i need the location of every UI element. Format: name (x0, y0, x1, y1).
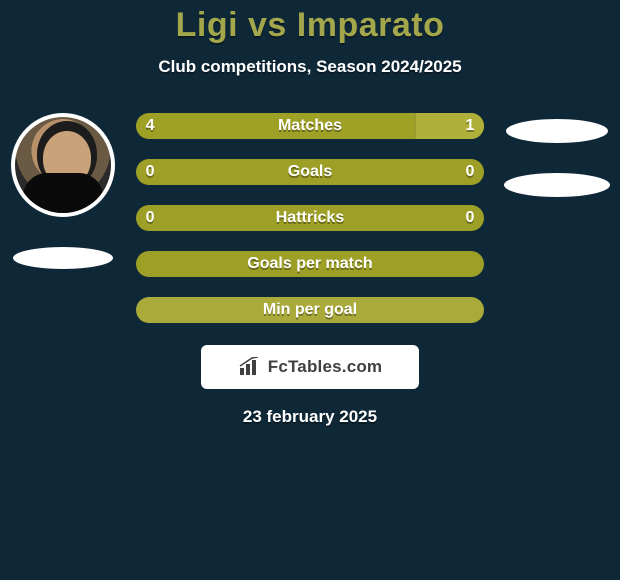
bar-min-per-goal: Min per goal (136, 297, 485, 323)
date-text: 23 february 2025 (0, 407, 620, 427)
player-left-logo-ellipse (13, 247, 113, 269)
bar-matches-right-val: 1 (455, 113, 484, 139)
stat-bars: 4 Matches 1 0 Goals 0 0 Hattricks 0 Goal… (136, 113, 485, 323)
bar-min-per-goal-label: Min per goal (263, 301, 357, 319)
bar-goals-right-val: 0 (455, 159, 484, 185)
player-right-logo-ellipse (504, 173, 610, 197)
bar-matches: 4 Matches 1 (136, 113, 485, 139)
player-left-avatar (11, 113, 115, 217)
bar-hattricks-right-val: 0 (455, 205, 484, 231)
bar-hattricks-label: Hattricks (276, 209, 344, 227)
comparison-card: Ligi vs Imparato Club competitions, Seas… (0, 0, 620, 580)
bar-goals-per-match: Goals per match (136, 251, 485, 277)
bar-matches-label: Matches (278, 117, 342, 135)
bar-matches-left-val: 4 (136, 113, 165, 139)
brand-badge-wrap: FcTables.com (0, 345, 620, 389)
bar-goals: 0 Goals 0 (136, 159, 485, 185)
player-right-avatar-ellipse (506, 119, 608, 143)
bar-goals-left-val: 0 (136, 159, 165, 185)
bar-chart-icon (238, 357, 262, 377)
subtitle: Club competitions, Season 2024/2025 (0, 57, 620, 77)
bar-hattricks: 0 Hattricks 0 (136, 205, 485, 231)
bar-goals-per-match-label: Goals per match (247, 255, 372, 273)
bar-goals-label: Goals (288, 163, 332, 181)
content-row: 4 Matches 1 0 Goals 0 0 Hattricks 0 Goal… (0, 113, 620, 323)
brand-badge[interactable]: FcTables.com (201, 345, 419, 389)
player-left-column (8, 113, 118, 269)
page-title: Ligi vs Imparato (0, 6, 620, 45)
bar-hattricks-left-val: 0 (136, 205, 165, 231)
player-right-column (502, 113, 612, 197)
brand-label: FcTables.com (268, 357, 383, 377)
